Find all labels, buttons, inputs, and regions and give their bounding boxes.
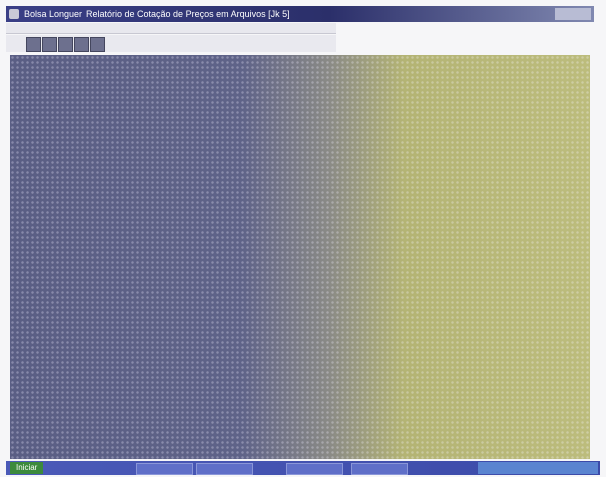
tool-button[interactable] xyxy=(26,37,41,52)
task-button[interactable] xyxy=(351,463,408,475)
texture xyxy=(10,55,590,459)
taskbar: Iniciar xyxy=(6,461,600,475)
title-bar: Bolsa Longuer Relatório de Cotação de Pr… xyxy=(6,6,594,22)
workspace xyxy=(10,55,590,459)
tool-button[interactable] xyxy=(90,37,105,52)
app-name: Bolsa Longuer xyxy=(24,9,83,19)
tool-button[interactable] xyxy=(74,37,89,52)
menu-bar xyxy=(6,23,336,34)
task-button[interactable] xyxy=(136,463,193,475)
task-button[interactable] xyxy=(196,463,253,475)
tool-button[interactable] xyxy=(42,37,57,52)
toolbar xyxy=(6,35,336,52)
tool-button[interactable] xyxy=(58,37,73,52)
window-title: Relatório de Cotação de Preços em Arquiv… xyxy=(86,9,290,19)
system-tray xyxy=(478,462,598,474)
app-icon xyxy=(9,9,19,19)
window-buttons[interactable] xyxy=(555,8,591,20)
task-button[interactable] xyxy=(286,463,343,475)
start-button[interactable]: Iniciar xyxy=(10,462,44,474)
